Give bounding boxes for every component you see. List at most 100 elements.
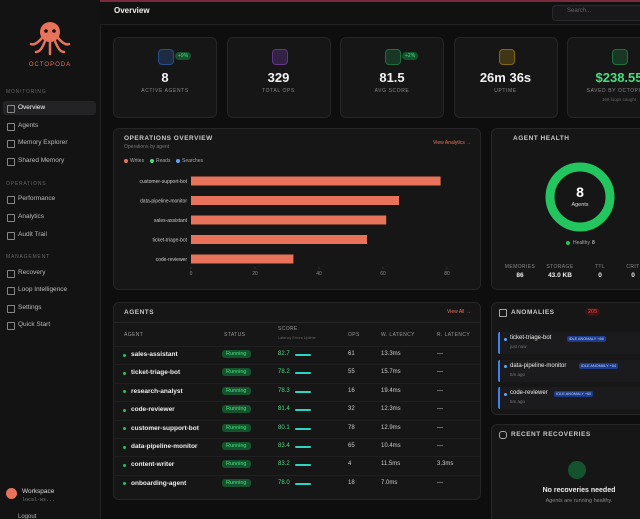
anomaly-tag: IDLE ANOMALY +64: [579, 363, 619, 369]
stat-label: TOTAL OPS: [262, 88, 295, 94]
donut-count: 8: [576, 184, 584, 200]
nav-icon: [7, 140, 15, 148]
agent-name[interactable]: ticket-triage-bot: [131, 369, 181, 377]
stat-icon: [271, 49, 288, 65]
status-dot: [123, 445, 126, 449]
legend-swatch: [124, 159, 128, 163]
score-bar: [295, 372, 311, 375]
column-header: AGENT: [124, 332, 144, 338]
cell: —: [437, 443, 443, 449]
agent-name[interactable]: onboarding-agent: [131, 479, 187, 487]
anomaly-agent: data-pipeline-monitor: [510, 362, 567, 369]
nav-item[interactable]: Audit Trail: [18, 231, 47, 238]
search-box[interactable]: [552, 5, 640, 21]
panel-link[interactable]: View All →: [447, 309, 471, 315]
anomaly-card: [498, 387, 640, 409]
panel: [113, 302, 481, 500]
topbar-accent: [100, 0, 640, 2]
nav-active-bg: [3, 101, 96, 115]
health-stat-value: 43.0 KB: [548, 272, 572, 279]
legend-label: Reads: [156, 158, 171, 164]
score: 82.7: [278, 351, 290, 357]
stat-icon: [612, 49, 628, 65]
cell: 65: [348, 443, 355, 449]
x-tick-label: 20: [252, 271, 258, 277]
health-stat-label: CRIT: [626, 264, 640, 270]
empty-title: No recoveries needed: [542, 487, 616, 494]
score: 83.4: [278, 443, 290, 449]
cell: 78: [348, 424, 355, 431]
nav-item[interactable]: Quick Start: [18, 321, 51, 328]
agent-name[interactable]: sales-assistant: [131, 351, 178, 358]
topbar: [100, 0, 640, 25]
status-pill: Running: [222, 442, 251, 450]
stat-label: ACTIVE AGENTS: [141, 88, 189, 94]
panel: [113, 128, 481, 290]
anomaly-dot: [504, 392, 507, 396]
nav-item[interactable]: Loop Intelligence: [18, 286, 68, 293]
logout[interactable]: Logout: [18, 514, 37, 519]
row-divider: [114, 474, 480, 476]
row-divider: [114, 456, 480, 458]
nav-icon: [7, 214, 15, 222]
legend-label: Healthy: [573, 240, 590, 246]
anomaly-agent: code-reviewer: [510, 390, 548, 396]
stat-note: 169 loops caught: [601, 97, 637, 102]
donut-ring: [545, 162, 615, 232]
panel-link[interactable]: View Analytics →: [433, 140, 472, 146]
anomaly-agent: ticket-triage-bot: [510, 335, 552, 341]
agent-name[interactable]: research-analyst: [131, 387, 183, 395]
cell: —: [437, 406, 443, 413]
panel-title: AGENT HEALTH: [513, 135, 570, 142]
nav-item[interactable]: Recovery: [18, 269, 46, 276]
nav-item[interactable]: Performance: [18, 195, 56, 202]
nav-item[interactable]: Overview: [18, 104, 46, 111]
row-divider: [114, 401, 480, 403]
workspace-avatar: [6, 488, 17, 499]
agent-name[interactable]: data-pipeline-monitor: [131, 443, 198, 450]
score: 78.2: [278, 369, 290, 376]
stat-card: [226, 37, 331, 118]
column-header: R. LATENCY: [437, 332, 471, 338]
search-placeholder[interactable]: Search...: [567, 8, 592, 14]
agent-name[interactable]: code-reviewer: [131, 406, 175, 414]
status-dot: [123, 427, 126, 431]
score-bar: [295, 354, 311, 356]
score: 83.2: [278, 461, 290, 468]
score: 78.3: [278, 387, 290, 394]
cell: —: [437, 351, 443, 357]
score: 80.1: [278, 424, 290, 431]
nav-item[interactable]: Analytics: [18, 213, 45, 220]
status-pill: Running: [222, 386, 251, 395]
stat-value: 26m 36s: [479, 70, 532, 85]
nav-item[interactable]: Shared Memory: [18, 157, 65, 164]
status-pill: Running: [222, 405, 251, 414]
legend-swatch: [566, 241, 570, 245]
donut-label: Agents: [571, 202, 589, 208]
cell: —: [437, 479, 443, 486]
category-label: data-pipeline-monitor: [140, 199, 187, 205]
section-title: MONITORING: [6, 89, 47, 95]
health-stat-label: TTL: [594, 264, 606, 270]
divider: [114, 322, 480, 323]
stat-value: 8: [161, 70, 169, 85]
legend-label: Writes: [130, 158, 145, 164]
nav-item[interactable]: Agents: [18, 122, 39, 129]
nav-item[interactable]: Memory Explorer: [18, 139, 68, 146]
section-title: OPERATIONS: [6, 181, 47, 187]
anomaly-dot: [504, 337, 507, 341]
anomaly-time: 5m ago: [510, 399, 526, 404]
anomaly-time: just now: [510, 344, 527, 349]
health-donut: [545, 162, 615, 232]
stat-badge: +2%: [402, 52, 419, 60]
bar: [191, 254, 294, 264]
stat-value: $238.55: [595, 70, 640, 85]
agent-name[interactable]: customer-support-bot: [131, 424, 199, 432]
cell: 19.4ms: [381, 387, 401, 394]
nav-item[interactable]: Settings: [18, 304, 42, 311]
cell: 32: [348, 406, 355, 413]
cell: 11.5ms: [381, 461, 401, 468]
cell: 3.3ms: [437, 461, 454, 468]
cell: 18: [348, 479, 355, 486]
agent-name[interactable]: content-writer: [131, 461, 175, 469]
